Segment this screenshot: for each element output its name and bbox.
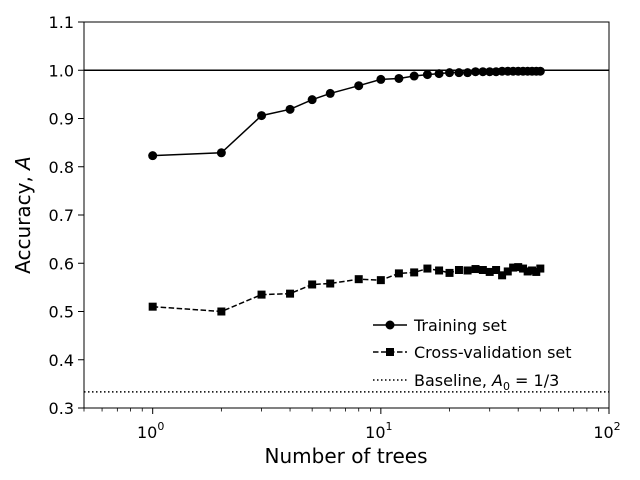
training-point bbox=[445, 68, 455, 78]
crossval-point bbox=[498, 271, 507, 280]
crossval-point bbox=[532, 267, 541, 276]
y-tick-label: 0.8 bbox=[49, 158, 74, 177]
x-tick-label: 102 bbox=[593, 420, 620, 442]
y-tick-label: 1.1 bbox=[49, 13, 74, 32]
crossval-point bbox=[485, 267, 494, 276]
legend-training-label: Training set bbox=[413, 316, 507, 335]
crossval-point bbox=[435, 266, 444, 275]
crossval-point bbox=[478, 266, 487, 275]
crossval-point bbox=[257, 290, 266, 299]
legend: Training set Cross-validation set Baseli… bbox=[373, 316, 572, 393]
y-tick-label: 0.4 bbox=[49, 351, 74, 370]
crossval-point bbox=[394, 269, 403, 278]
legend-crossval-marker bbox=[386, 348, 394, 356]
crossval-point bbox=[536, 264, 545, 273]
plot-area bbox=[84, 22, 609, 408]
crossval-point bbox=[423, 264, 432, 273]
y-tick-label: 1.0 bbox=[49, 61, 74, 80]
training-point bbox=[463, 68, 473, 78]
y-axis-label: Accuracy, A bbox=[11, 156, 35, 274]
crossval-point bbox=[471, 265, 480, 274]
crossval-point bbox=[217, 307, 226, 316]
training-point bbox=[434, 69, 444, 79]
y-tick-label: 0.7 bbox=[49, 206, 74, 225]
training-point bbox=[216, 148, 226, 158]
crossval-point bbox=[308, 280, 317, 289]
y-tick-label: 0.9 bbox=[49, 110, 74, 129]
crossval-point bbox=[514, 263, 523, 272]
crossval-point bbox=[492, 266, 501, 275]
crossval-point bbox=[410, 268, 419, 277]
training-point bbox=[535, 66, 545, 76]
training-point bbox=[307, 95, 317, 105]
crossval-point bbox=[463, 266, 472, 275]
y-tick-label: 0.3 bbox=[49, 399, 74, 418]
legend-crossval-label: Cross-validation set bbox=[414, 343, 572, 362]
training-point bbox=[148, 151, 158, 161]
legend-baseline-label: Baseline, A0 = 1/3 bbox=[414, 371, 559, 393]
crossval-point bbox=[519, 264, 528, 273]
y-tick-label: 0.6 bbox=[49, 254, 74, 273]
crossval-point bbox=[445, 268, 454, 277]
crossval-point bbox=[326, 279, 335, 288]
crossval-point bbox=[376, 276, 385, 285]
training-point bbox=[325, 88, 335, 98]
training-point bbox=[422, 70, 432, 80]
training-point bbox=[394, 73, 404, 83]
legend-training-marker bbox=[385, 320, 395, 330]
crossval-point bbox=[148, 302, 157, 311]
crossval-point bbox=[528, 266, 537, 275]
crossval-point bbox=[354, 275, 363, 284]
training-point bbox=[478, 67, 488, 77]
training-point bbox=[285, 104, 295, 114]
crossval-point bbox=[523, 267, 532, 276]
x-tick-label: 100 bbox=[137, 420, 164, 442]
training-point bbox=[354, 81, 364, 91]
training-point bbox=[376, 74, 386, 84]
training-point bbox=[454, 68, 464, 78]
training-point bbox=[409, 71, 419, 81]
training-point bbox=[485, 67, 495, 77]
crossval-point bbox=[454, 266, 463, 275]
crossval-point bbox=[503, 267, 512, 276]
x-axis-label: Number of trees bbox=[265, 444, 428, 468]
training-point bbox=[257, 111, 267, 121]
y-tick-label: 0.5 bbox=[49, 303, 74, 322]
x-tick-label: 101 bbox=[365, 420, 392, 442]
crossval-point bbox=[286, 289, 295, 298]
crossval-point bbox=[509, 263, 518, 272]
training-point bbox=[471, 67, 481, 77]
